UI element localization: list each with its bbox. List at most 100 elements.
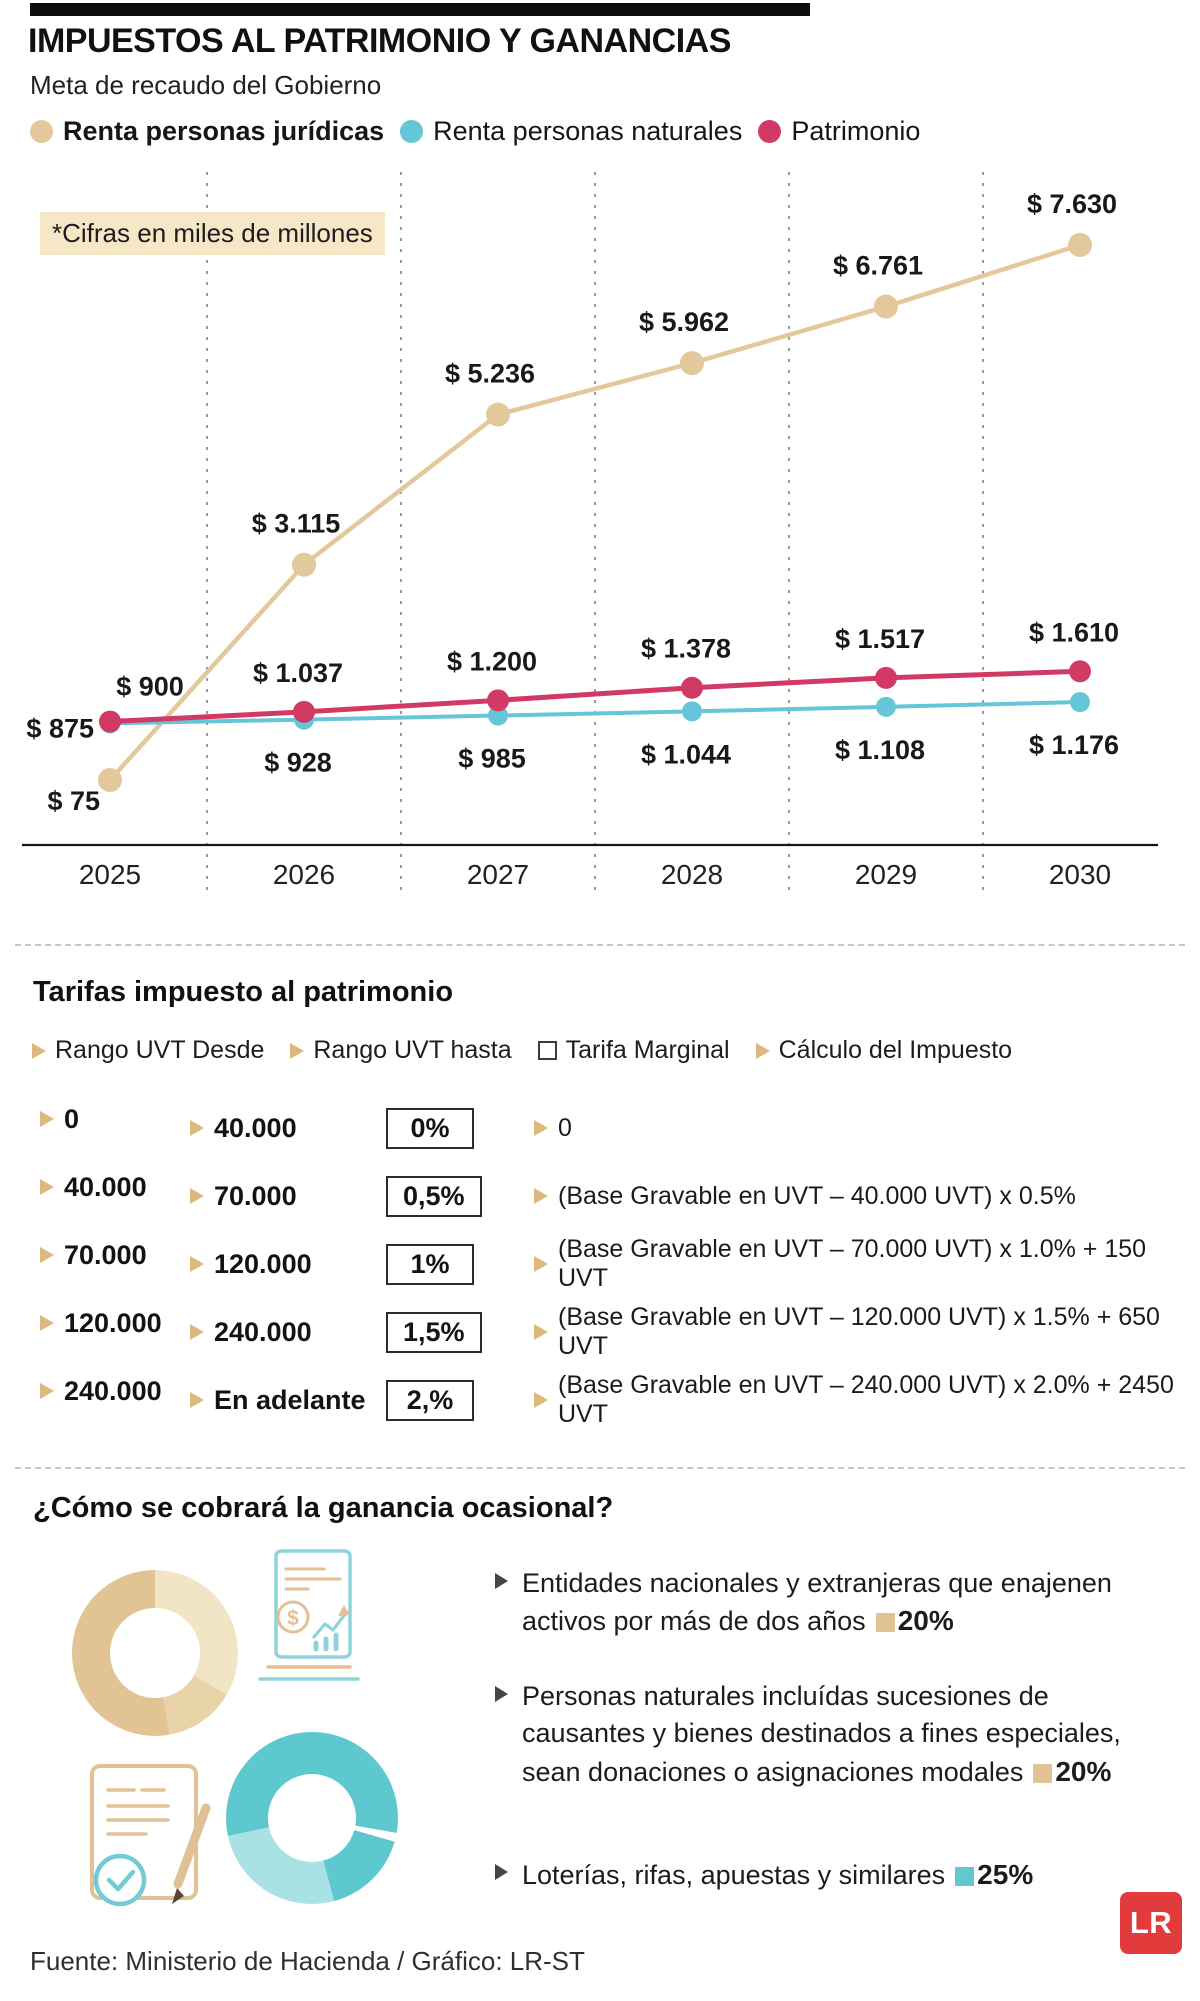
uvt-from: 40.000 bbox=[30, 1172, 188, 1203]
tax-formula-cell: (Base Gravable en UVT – 70.000 UVT) x 1.… bbox=[534, 1235, 1180, 1293]
col-header-label: Tarifa Marginal bbox=[565, 1036, 730, 1064]
tax-formula: 0 bbox=[558, 1113, 572, 1142]
svg-text:$ 1.176: $ 1.176 bbox=[1029, 730, 1119, 760]
svg-text:2027: 2027 bbox=[467, 859, 529, 890]
svg-text:$ 1.610: $ 1.610 bbox=[1029, 617, 1119, 647]
triangle-marker-icon bbox=[40, 1383, 54, 1399]
source-credit: Fuente: Ministerio de Hacienda / Gráfico… bbox=[30, 1946, 585, 1976]
svg-text:$ 6.761: $ 6.761 bbox=[833, 251, 923, 281]
col-header-from: Rango UVT Desde bbox=[32, 1036, 264, 1065]
legend-dot bbox=[758, 120, 782, 143]
legend-item-juridicas: Renta personas jurídicas bbox=[30, 116, 384, 147]
top-accent-bar bbox=[30, 3, 810, 16]
triangle-marker-icon bbox=[534, 1324, 548, 1340]
tax-formula-cell: (Base Gravable en UVT – 40.000 UVT) x 0.… bbox=[534, 1182, 1180, 1211]
marginal-rate: 0,5% bbox=[386, 1175, 482, 1217]
legend-item-naturales: Renta personas naturales bbox=[400, 116, 742, 147]
bullet-triangle-icon bbox=[495, 1864, 508, 1880]
rate-swatch bbox=[955, 1867, 975, 1886]
svg-text:$ 1.378: $ 1.378 bbox=[641, 634, 731, 664]
legend-dot bbox=[400, 120, 424, 143]
uvt-to: 240.000 bbox=[188, 1317, 374, 1348]
marginal-rate-cell: 2,% bbox=[374, 1379, 534, 1421]
svg-text:$ 5.236: $ 5.236 bbox=[445, 359, 535, 389]
donut-chart-teal-icon bbox=[226, 1732, 398, 1904]
col-header-label: Rango UVT Desde bbox=[55, 1036, 265, 1064]
svg-text:$ 1.517: $ 1.517 bbox=[835, 624, 925, 654]
rate-value: 20% bbox=[1055, 1755, 1112, 1787]
triangle-marker-icon bbox=[190, 1256, 204, 1272]
triangle-marker-icon bbox=[40, 1111, 54, 1127]
bullet-item: Entidades nacionales y extranjeras que e… bbox=[495, 1565, 1160, 1641]
units-note: *Cifras en miles de millones bbox=[40, 212, 385, 255]
uvt-from: 120.000 bbox=[30, 1308, 188, 1339]
triangle-marker-icon bbox=[534, 1392, 548, 1408]
table-header-row: Rango UVT Desde Rango UVT hasta Tarifa M… bbox=[32, 1036, 1012, 1065]
table-row: 70.000 120.000 1% (Base Gravable en UVT … bbox=[30, 1230, 1180, 1298]
triangle-marker-icon bbox=[32, 1042, 46, 1059]
col-header-rate: Tarifa Marginal bbox=[537, 1036, 730, 1065]
triangle-marker-icon bbox=[40, 1179, 54, 1195]
lr-logo-text: LR bbox=[1129, 1905, 1173, 1940]
legend-label: Renta personas jurídicas bbox=[63, 116, 385, 146]
uvt-to: 40.000 bbox=[188, 1113, 374, 1144]
section-title: ¿Cómo se cobrará la ganancia ocasional? bbox=[33, 1492, 614, 1524]
svg-text:$ 7.630: $ 7.630 bbox=[1027, 189, 1117, 219]
uvt-from: 240.000 bbox=[30, 1376, 188, 1407]
col-header-label: Rango UVT hasta bbox=[313, 1036, 512, 1064]
svg-text:2029: 2029 bbox=[855, 859, 917, 890]
triangle-marker-icon bbox=[534, 1120, 548, 1136]
lr-logo[interactable]: LR bbox=[1120, 1892, 1182, 1954]
chart-legend: Renta personas jurídicas Renta personas … bbox=[30, 116, 920, 147]
col-header-to: Rango UVT hasta bbox=[290, 1036, 512, 1065]
triangle-marker-icon bbox=[534, 1256, 548, 1272]
marginal-rate-cell: 1,5% bbox=[374, 1311, 534, 1353]
legend-item-patrimonio: Patrimonio bbox=[758, 116, 920, 147]
marginal-rate-cell: 0% bbox=[374, 1107, 534, 1149]
table-row: 0 40.000 0% 0 bbox=[30, 1094, 1180, 1162]
marginal-rate: 2,% bbox=[386, 1379, 474, 1421]
triangle-marker-icon bbox=[190, 1324, 204, 1340]
svg-text:2025: 2025 bbox=[79, 859, 141, 890]
bullet-text-block: Personas naturales incluídas sucesiones … bbox=[522, 1678, 1132, 1791]
tax-formula: (Base Gravable en UVT – 240.000 UVT) x 2… bbox=[558, 1371, 1174, 1428]
svg-text:$ 900: $ 900 bbox=[116, 672, 184, 702]
triangle-marker-icon bbox=[534, 1188, 548, 1204]
svg-text:2026: 2026 bbox=[273, 859, 335, 890]
bullet-text-block: Loterías, rifas, apuestas y similares 25% bbox=[522, 1856, 1033, 1895]
tax-formula: (Base Gravable en UVT – 120.000 UVT) x 1… bbox=[558, 1303, 1160, 1360]
uvt-from: 0 bbox=[30, 1104, 188, 1135]
svg-text:$ 1.044: $ 1.044 bbox=[641, 739, 731, 769]
triangle-marker-icon bbox=[40, 1315, 54, 1331]
triangle-marker-icon bbox=[290, 1042, 305, 1059]
svg-text:$ 875: $ 875 bbox=[26, 713, 94, 743]
triangle-marker-icon bbox=[755, 1042, 770, 1059]
svg-text:$ 3.115: $ 3.115 bbox=[252, 509, 341, 539]
bullet-item: Loterías, rifas, apuestas y similares 25% bbox=[495, 1856, 1160, 1895]
section-separator bbox=[15, 1467, 1185, 1469]
triangle-marker-icon bbox=[190, 1188, 204, 1204]
rate-swatch bbox=[1033, 1763, 1053, 1783]
uvt-to: 70.000 bbox=[188, 1181, 374, 1212]
bullet-text: Entidades nacionales y extranjeras que e… bbox=[522, 1568, 1112, 1637]
marginal-rate-cell: 1% bbox=[374, 1243, 534, 1285]
svg-text:$ 1.108: $ 1.108 bbox=[835, 735, 925, 765]
bullet-triangle-icon bbox=[495, 1573, 508, 1589]
uvt-to: En adelante bbox=[188, 1385, 374, 1416]
bullet-text: Personas naturales incluídas sucesiones … bbox=[522, 1681, 1121, 1787]
bullet-item: Personas naturales incluídas sucesiones … bbox=[495, 1678, 1160, 1791]
table-row: 120.000 240.000 1,5% (Base Gravable en U… bbox=[30, 1298, 1180, 1366]
bullet-text: Loterías, rifas, apuestas y similares bbox=[522, 1860, 946, 1890]
rate-table: 0 40.000 0% 0 40.000 70.000 0,5% (Base G… bbox=[30, 1094, 1180, 1434]
svg-text:$ 1.200: $ 1.200 bbox=[447, 646, 537, 676]
donut-chart-beige-icon bbox=[72, 1570, 238, 1736]
bullet-triangle-icon bbox=[495, 1686, 508, 1702]
tax-formula: (Base Gravable en UVT – 70.000 UVT) x 1.… bbox=[558, 1235, 1147, 1292]
marginal-rate-cell: 0,5% bbox=[374, 1175, 534, 1217]
col-header-calc: Cálculo del Impuesto bbox=[755, 1036, 1012, 1065]
triangle-marker-icon bbox=[190, 1392, 204, 1408]
tax-formula-cell: (Base Gravable en UVT – 240.000 UVT) x 2… bbox=[534, 1371, 1180, 1429]
marginal-rate: 1,5% bbox=[386, 1311, 482, 1353]
svg-text:$ 928: $ 928 bbox=[264, 748, 332, 778]
